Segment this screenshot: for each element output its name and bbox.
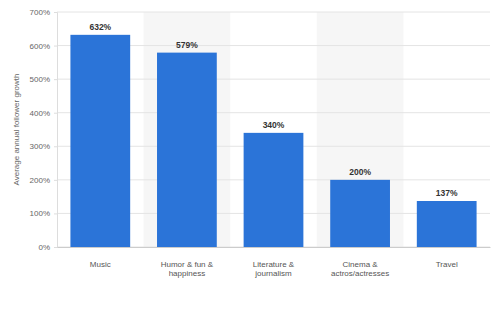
y-axis-line bbox=[54, 13, 58, 248]
x-axis-line bbox=[58, 247, 491, 248]
y-tick-label: 600% bbox=[30, 42, 50, 51]
x-tick-label: Cinema &actros/actresses bbox=[331, 260, 389, 278]
bar bbox=[157, 53, 217, 247]
x-tick-label: Music bbox=[90, 260, 111, 269]
data-label: 632% bbox=[89, 22, 111, 32]
y-tick-label: 200% bbox=[30, 176, 50, 185]
data-label: 137% bbox=[436, 188, 458, 198]
y-tick: 400% bbox=[30, 109, 57, 118]
x-tick: Music bbox=[90, 260, 111, 269]
x-tick: Travel bbox=[436, 260, 458, 269]
label-line: journalism bbox=[254, 269, 292, 278]
label-line: Humor & fun & bbox=[161, 260, 214, 269]
grid bbox=[57, 12, 490, 247]
y-tick-mark bbox=[54, 247, 57, 248]
y-tick-label: 300% bbox=[30, 142, 50, 151]
y-tick-mark bbox=[54, 213, 57, 214]
x-axis: Music Humor & fun &happiness Literature &j… bbox=[58, 248, 491, 278]
y-tick-label: 400% bbox=[30, 109, 50, 118]
y-tick-label: 0% bbox=[38, 243, 50, 252]
column-band bbox=[144, 12, 231, 247]
label-line: actros/actresses bbox=[331, 269, 389, 278]
y-tick: 100% bbox=[30, 209, 57, 218]
y-tick: 200% bbox=[30, 176, 57, 185]
bar bbox=[244, 133, 304, 247]
y-tick: 300% bbox=[30, 142, 57, 151]
data-labels: 632% 579% 340% 200% 137% bbox=[89, 22, 458, 198]
data-label: 340% bbox=[263, 120, 285, 130]
y-tick-label: 700% bbox=[30, 8, 50, 17]
x-tick-label: Literature &journalism bbox=[253, 260, 295, 278]
grid-line bbox=[57, 12, 490, 13]
data-label: 579% bbox=[176, 40, 198, 50]
y-tick-mark bbox=[54, 180, 57, 181]
x-tick: Literature &journalism bbox=[253, 260, 295, 278]
y-tick-label: 500% bbox=[30, 75, 50, 84]
bar bbox=[70, 35, 130, 247]
y-tick: 0% bbox=[38, 243, 57, 252]
y-tick-mark bbox=[54, 113, 57, 114]
y-tick-mark bbox=[54, 79, 57, 80]
y-tick: 500% bbox=[30, 75, 57, 84]
bar bbox=[330, 180, 390, 247]
y-tick-label: 100% bbox=[30, 209, 50, 218]
x-tick-label: Humor & fun &happiness bbox=[161, 260, 214, 278]
x-tick: Humor & fun &happiness bbox=[161, 260, 214, 278]
bands bbox=[144, 12, 404, 247]
chart: 0% 100% 200% 300% 400% 500% 600% 700% Music Humor… bbox=[0, 0, 501, 312]
x-tick-label: Travel bbox=[436, 260, 458, 269]
label-line: Literature & bbox=[253, 260, 295, 269]
label-line: happiness bbox=[169, 269, 205, 278]
y-axis-title: Average annual follower growth bbox=[12, 74, 21, 186]
y-tick-mark bbox=[54, 46, 57, 47]
column-band bbox=[317, 12, 404, 247]
label-line: Travel bbox=[436, 260, 458, 269]
label-line: Music bbox=[90, 260, 111, 269]
y-tick: 600% bbox=[30, 42, 57, 51]
bars bbox=[70, 35, 476, 247]
y-tick: 700% bbox=[30, 8, 57, 17]
y-axis: 0% 100% 200% 300% 400% 500% 600% 700% bbox=[30, 8, 58, 252]
data-label: 200% bbox=[349, 167, 371, 177]
y-tick-mark bbox=[54, 12, 57, 13]
x-tick: Cinema &actros/actresses bbox=[331, 260, 389, 278]
plot: 0% 100% 200% 300% 400% 500% 600% 700% Music Humor… bbox=[30, 8, 491, 278]
bar bbox=[417, 201, 477, 247]
label-line: Cinema & bbox=[343, 260, 379, 269]
y-tick-mark bbox=[54, 146, 57, 147]
